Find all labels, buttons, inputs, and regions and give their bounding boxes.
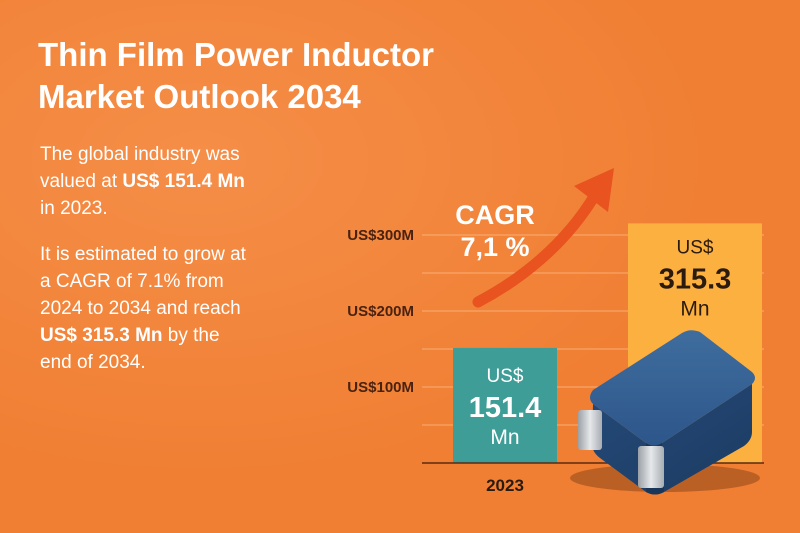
- page-title: Thin Film Power Inductor Market Outlook …: [38, 34, 558, 118]
- inductor-icon: [570, 330, 760, 495]
- title-line-2: Market Outlook 2034: [38, 78, 361, 115]
- market-value-text: The global industry was valued at US$ 15…: [40, 141, 310, 222]
- bar-value-number: 151.4: [469, 392, 542, 424]
- desc2-value: US$ 315.3 Mn: [40, 325, 163, 346]
- bar-2023: [453, 347, 557, 463]
- desc1-line2: valued at: [40, 171, 123, 192]
- bar-value-prefix: US$: [677, 237, 714, 258]
- cagr-label: CAGR: [455, 200, 535, 230]
- title-line-1: Thin Film Power Inductor: [38, 36, 434, 73]
- y-tick-label: US$200M: [347, 303, 414, 320]
- desc2-line4: by the: [162, 325, 220, 346]
- y-tick-label: US$300M: [347, 227, 414, 244]
- y-tick-label: US$100M: [347, 379, 414, 396]
- desc1-line3: in 2023.: [40, 198, 108, 219]
- cagr-value: 7,1 %: [460, 232, 529, 262]
- desc2-line5: end of 2034.: [40, 352, 146, 373]
- desc2-line1: It is estimated to grow at: [40, 244, 246, 265]
- desc2-line2: a CAGR of 7.1% from: [40, 271, 224, 292]
- bar-value-prefix: US$: [487, 366, 524, 387]
- forecast-text: It is estimated to grow at a CAGR of 7.1…: [40, 241, 310, 376]
- bar-value-number: 315.3: [659, 263, 732, 295]
- bar-value-unit: Mn: [680, 297, 709, 320]
- y-axis: US$100M US$200M US$300M: [347, 227, 414, 396]
- desc1-line1: The global industry was: [40, 144, 240, 165]
- desc1-value: US$ 151.4 Mn: [122, 171, 245, 192]
- category-label-2023: 2023: [486, 476, 524, 495]
- growth-arrow-icon: [472, 168, 614, 308]
- bar-value-unit: Mn: [490, 426, 519, 449]
- desc2-line3: 2024 to 2034 and reach: [40, 298, 241, 319]
